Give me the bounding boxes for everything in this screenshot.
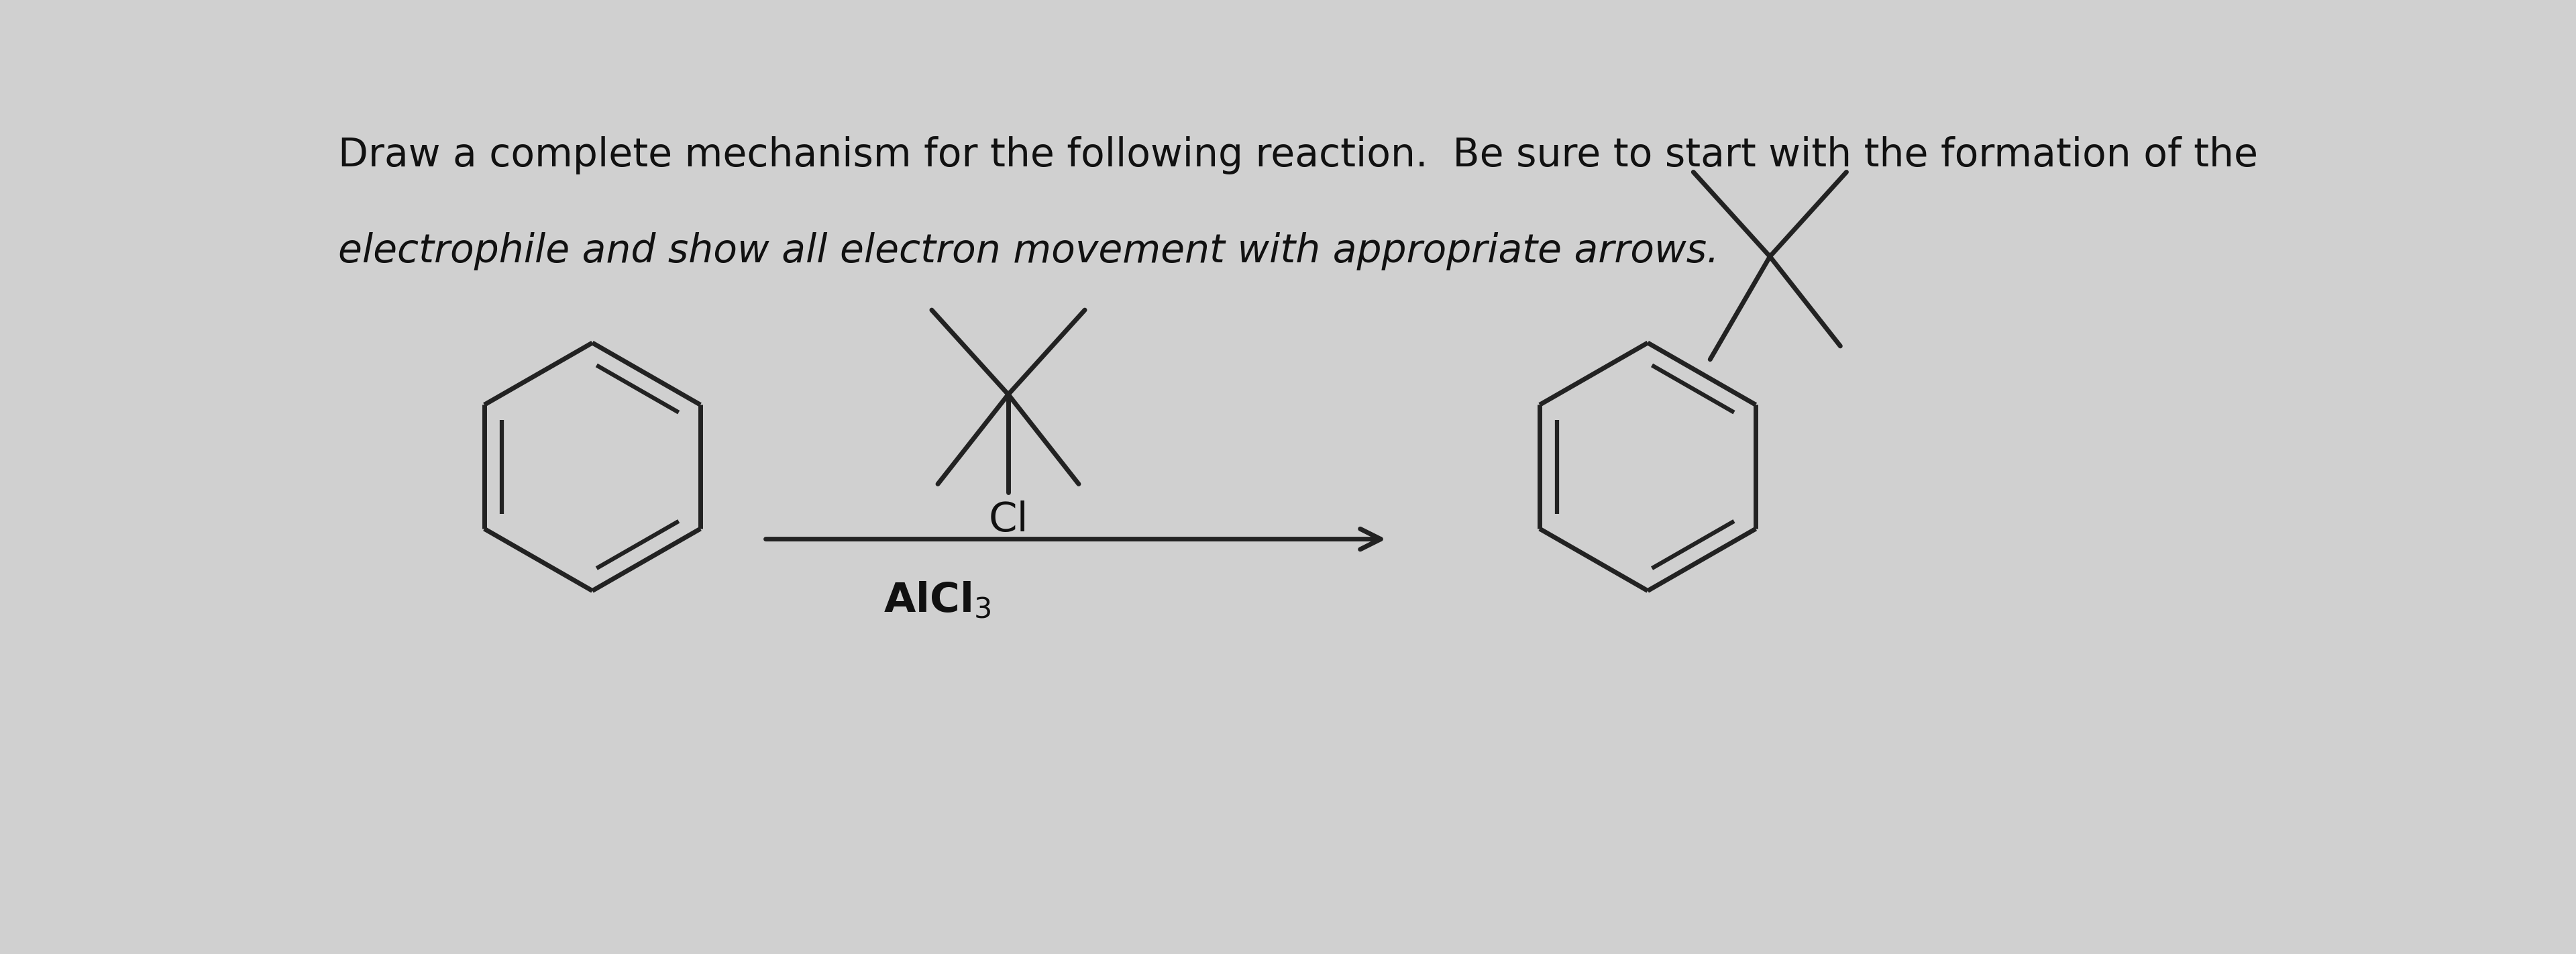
Text: Draw a complete mechanism for the following reaction.  Be sure to start with the: Draw a complete mechanism for the follow… <box>337 136 2259 175</box>
Text: AlCl$_3$: AlCl$_3$ <box>884 580 992 621</box>
Text: Cl: Cl <box>989 500 1028 540</box>
Text: electrophile and show all electron movement with appropriate arrows.: electrophile and show all electron movem… <box>337 232 1718 270</box>
